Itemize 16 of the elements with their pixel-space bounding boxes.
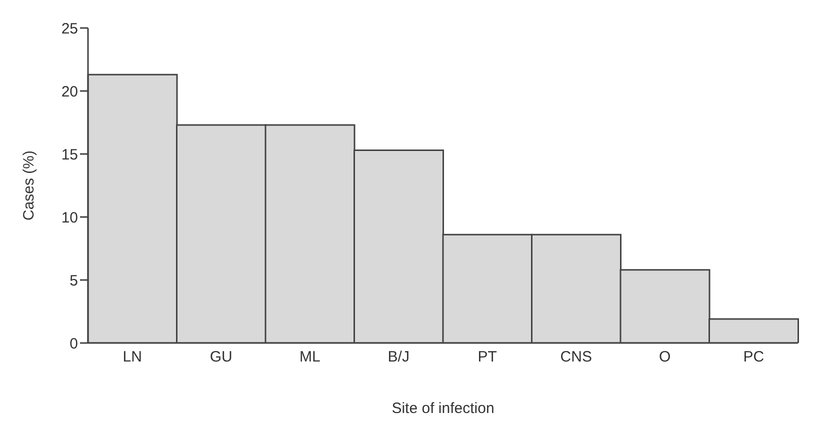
- x-tick-label: O: [659, 348, 671, 366]
- x-tick-label: CNS: [560, 348, 592, 366]
- x-axis-title: Site of infection: [392, 400, 494, 417]
- y-tick-label: 15: [61, 146, 78, 164]
- y-axis-title: Cases (%): [20, 150, 38, 221]
- y-tick-label: 10: [61, 209, 78, 226]
- x-tick-label: LN: [122, 348, 142, 366]
- x-tick-label: GU: [210, 348, 232, 366]
- x-tick-label: PT: [478, 348, 497, 366]
- y-tick-label: 5: [70, 272, 78, 290]
- x-tick-label: PC: [743, 348, 764, 366]
- x-tick-label: ML: [299, 348, 320, 366]
- x-tick-label: B/J: [388, 348, 410, 366]
- y-tick-label: 0: [70, 335, 78, 352]
- y-tick-label: 25: [61, 20, 78, 38]
- y-tick-label: 20: [61, 83, 78, 100]
